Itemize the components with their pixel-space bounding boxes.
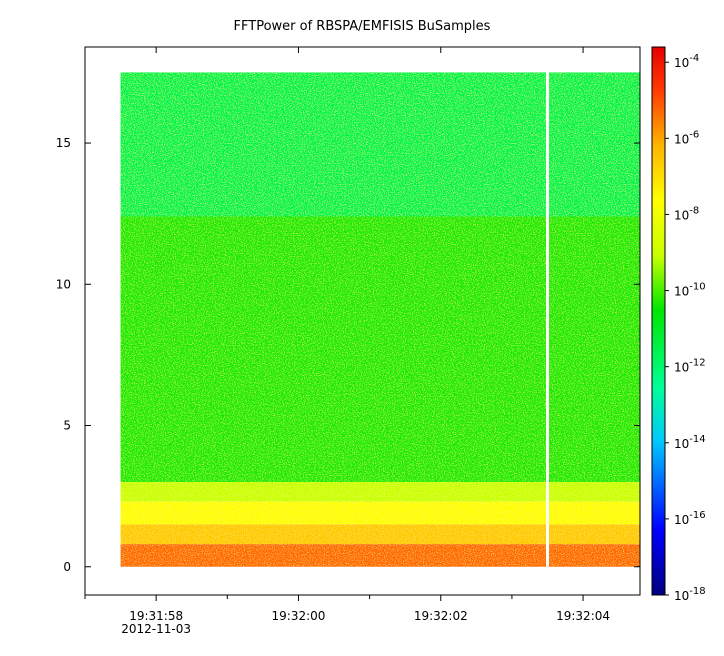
plot-area <box>84 46 641 596</box>
colorbar-tick-label: 10-16 <box>674 510 706 527</box>
y-tick-label: 10 <box>56 277 71 291</box>
y-tick-label: 0 <box>63 560 71 574</box>
colorbar-tick-label: 10-18 <box>674 586 706 603</box>
x-tick-date: 2012-11-03 <box>121 622 191 636</box>
colorbar: 10-4 10-6 10-8 10-10 10-12 10-14 10-16 10-18 <box>651 46 706 603</box>
x-tick-label: 19:32:04 <box>556 609 610 623</box>
x-tick-label: 19:32:00 <box>272 609 326 623</box>
y-tick-label: 5 <box>63 419 71 433</box>
x-tick-label: 19:31:58 <box>129 609 183 623</box>
spectrogram-band-5 <box>120 544 641 567</box>
data-gap <box>546 72 549 567</box>
colorbar-tick-label: 10-4 <box>674 53 699 70</box>
plot-frame <box>84 46 641 596</box>
x-tick-label: 19:32:02 <box>414 609 468 623</box>
colorbar-tick-label: 10-14 <box>674 434 706 451</box>
y-axis: 0 5 10 15 <box>56 136 640 574</box>
spectrogram-band-4 <box>120 524 641 545</box>
spectrogram-band-0 <box>120 72 641 217</box>
spectrogram-band-3 <box>120 501 641 525</box>
y-tick-label: 15 <box>56 136 71 150</box>
colorbar-ticks: 10-4 10-6 10-8 10-10 10-12 10-14 10-16 10-18 <box>665 53 706 603</box>
spectrogram-band-2 <box>120 482 641 502</box>
spectrogram-data <box>120 72 641 567</box>
colorbar-tick-label: 10-6 <box>674 129 699 146</box>
colorbar-tick-label: 10-10 <box>674 282 706 299</box>
colorbar-gradient <box>651 46 666 596</box>
colorbar-tick-label: 10-8 <box>674 205 699 222</box>
spectrogram-band-1 <box>120 216 641 483</box>
chart-title: FFTPower of RBSPA/EMFISIS BuSamples <box>234 19 491 34</box>
colorbar-tick-label: 10-12 <box>674 358 706 375</box>
